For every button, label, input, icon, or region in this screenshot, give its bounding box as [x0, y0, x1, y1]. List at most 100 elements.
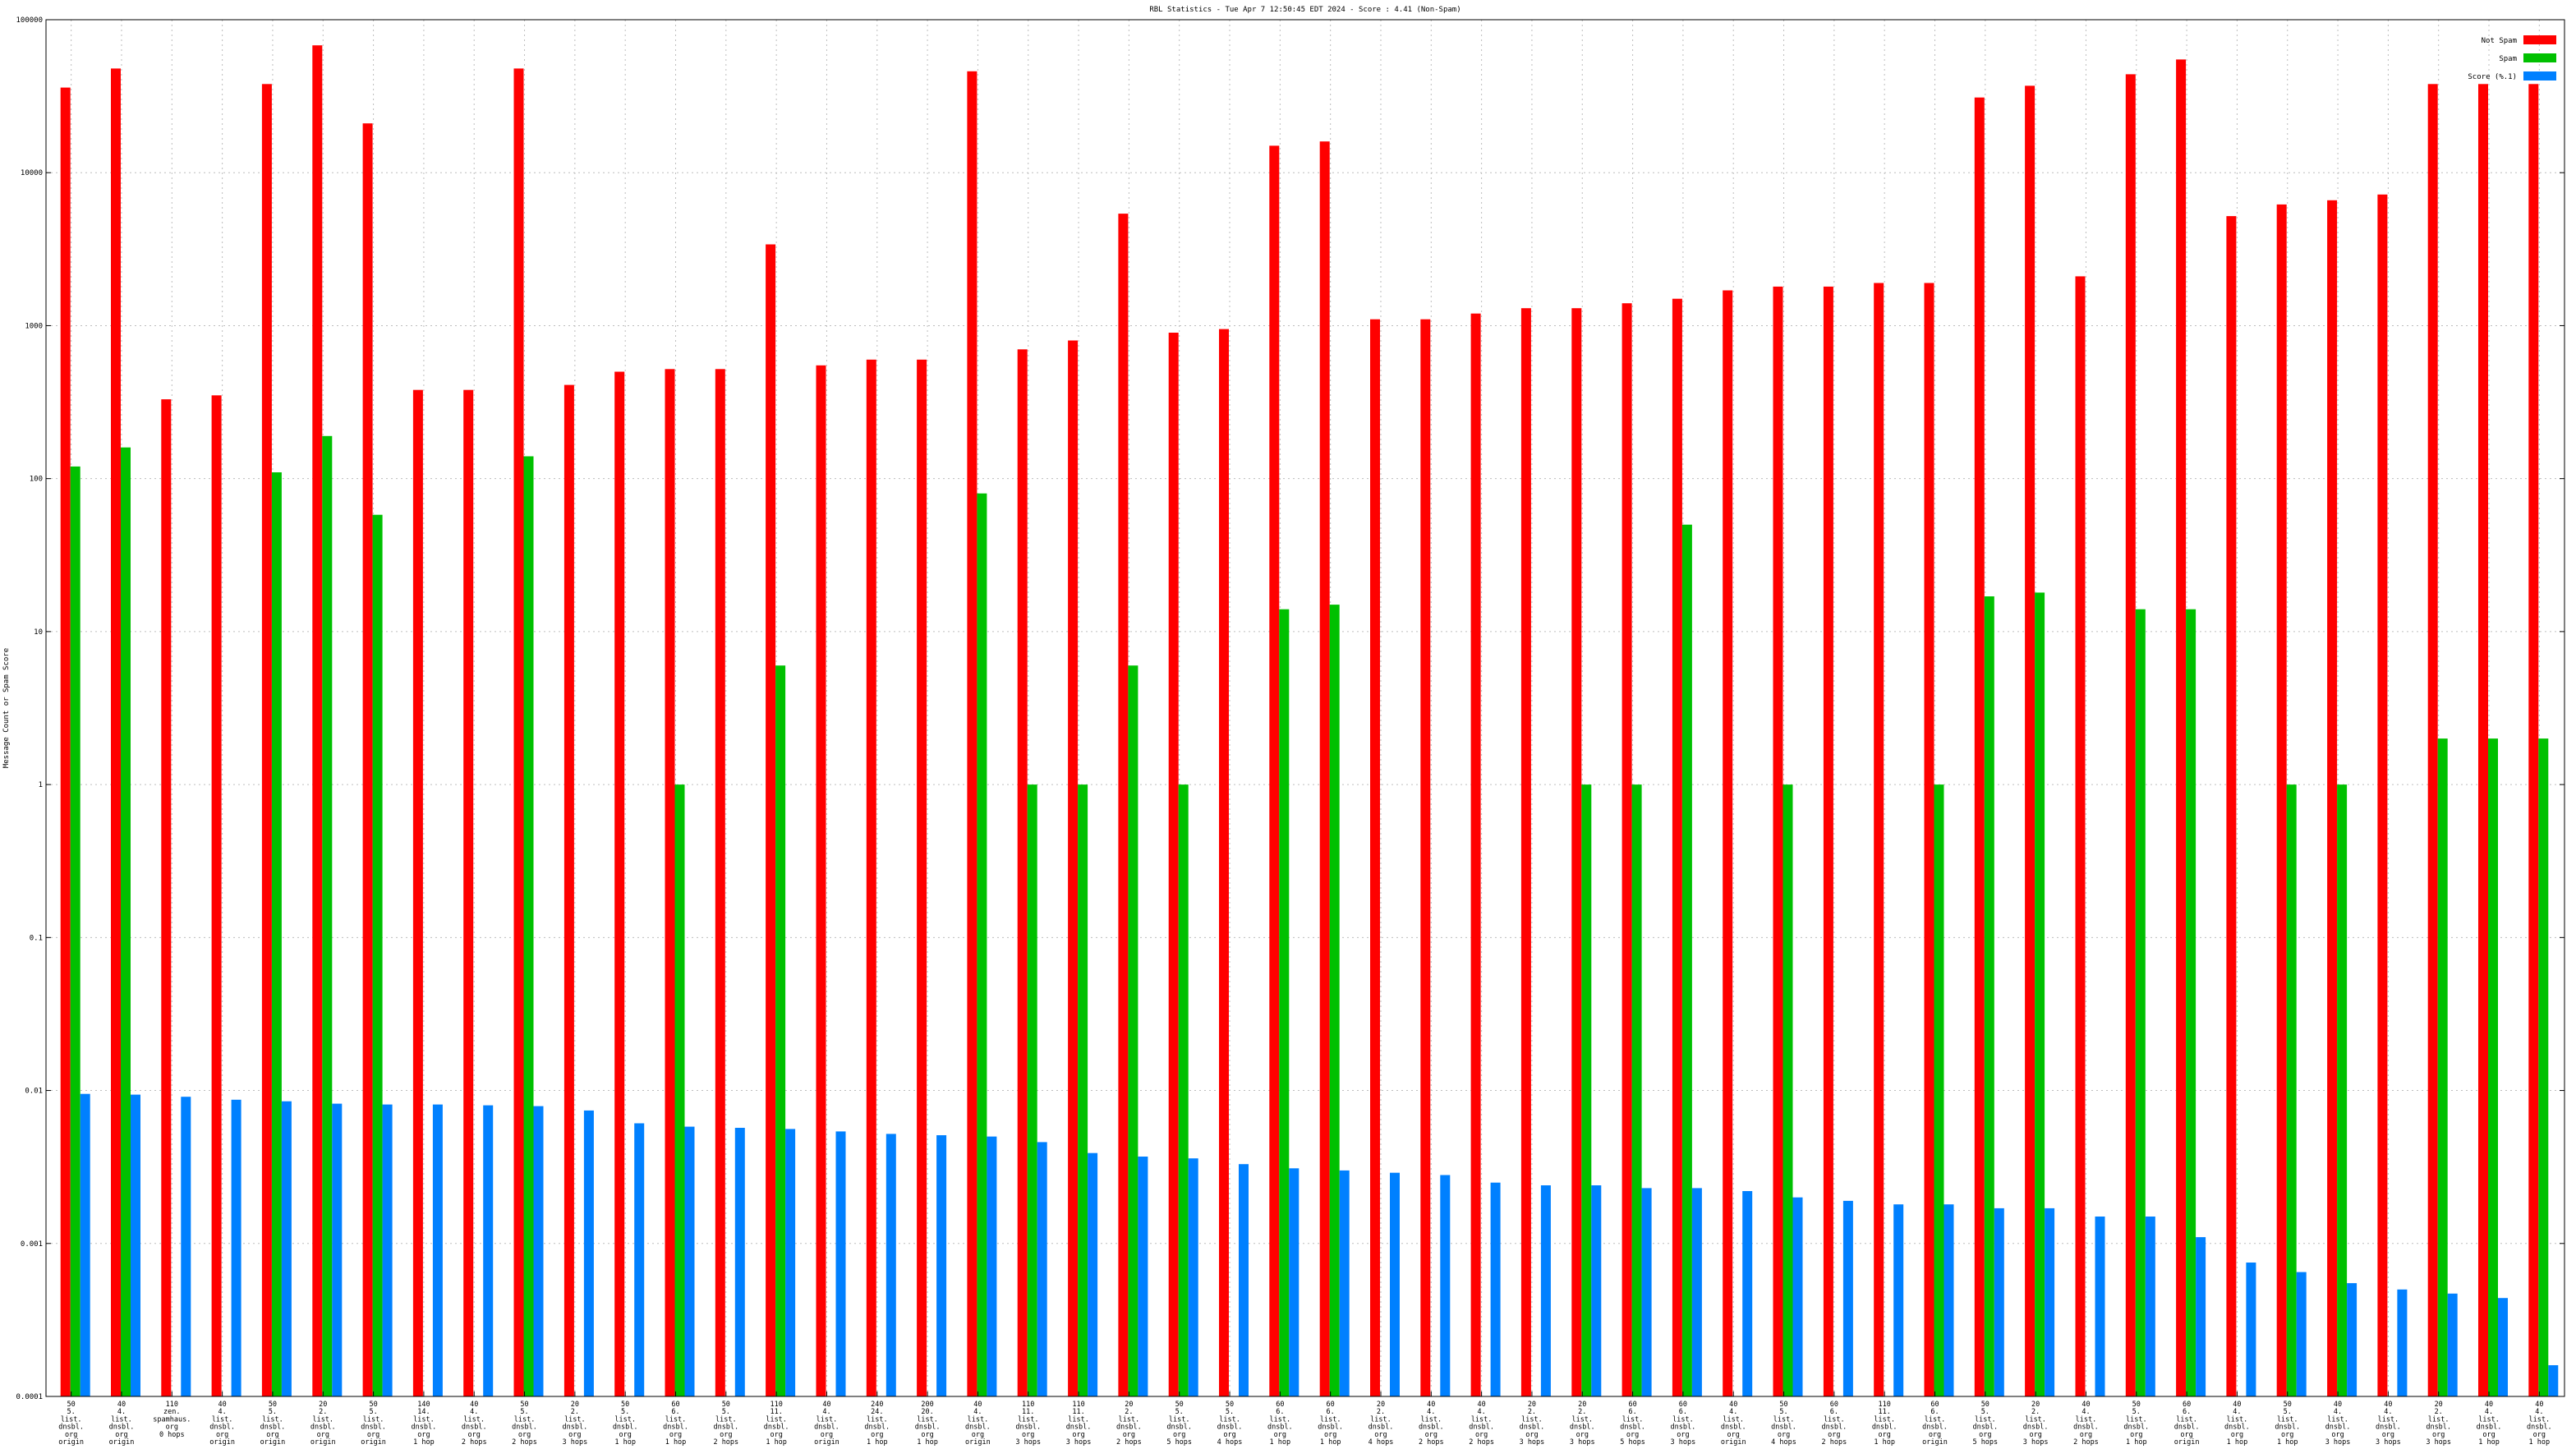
x-tick-label: zen. — [163, 1408, 180, 1416]
x-tick-label: dnsbl. — [1822, 1424, 1847, 1432]
x-tick-label: dnsbl. — [2477, 1424, 2502, 1432]
x-tick-label: dnsbl. — [58, 1424, 84, 1432]
x-tick-label: 3 hops — [2376, 1438, 2401, 1447]
bar-score-1 — [2045, 1208, 2055, 1396]
bar-spam — [322, 435, 333, 1396]
x-tick-label: 5. — [369, 1408, 377, 1416]
x-tick-label: org — [2432, 1431, 2445, 1439]
x-tick-label: 3 hops — [2426, 1438, 2451, 1447]
bar-spam — [2135, 609, 2146, 1396]
x-tick-label: org — [1223, 1431, 1235, 1439]
bar-score-1 — [1037, 1142, 1047, 1396]
x-tick-label: dnsbl. — [1972, 1424, 1998, 1432]
x-tick-label: 3 hops — [2325, 1438, 2351, 1447]
x-tick-label: 6. — [1628, 1408, 1636, 1416]
x-tick-label: dnsbl. — [1368, 1424, 1394, 1432]
x-tick-label: org — [568, 1431, 581, 1439]
bar-not-spam — [2075, 276, 2086, 1396]
x-tick-label: 1 hop — [867, 1438, 888, 1447]
x-tick-label: 5 hops — [1620, 1438, 1645, 1447]
x-tick-label: 4. — [1477, 1408, 1485, 1416]
x-tick-label: 4. — [973, 1408, 982, 1416]
x-tick-label: org — [115, 1431, 127, 1439]
x-tick-label: 2. — [1377, 1408, 1385, 1416]
y-tick-label: 1000 — [25, 322, 43, 330]
x-tick-label: 6. — [2183, 1408, 2191, 1416]
bar-not-spam — [1319, 141, 1330, 1397]
y-tick-label: 100 — [30, 476, 43, 484]
x-tick-label: list. — [2529, 1415, 2551, 1424]
bar-not-spam — [2276, 204, 2287, 1396]
bar-not-spam — [1017, 349, 1028, 1396]
x-tick-label: org — [2382, 1431, 2394, 1439]
x-tick-label: 140 — [417, 1401, 430, 1409]
plot-frame — [45, 19, 2565, 1397]
bar-spam — [121, 447, 131, 1397]
bar-score-1 — [1842, 1200, 1853, 1396]
bar-score-1 — [1742, 1191, 1753, 1396]
bar-not-spam — [665, 369, 675, 1396]
x-tick-label: org — [921, 1431, 933, 1439]
x-tick-label: list. — [1471, 1415, 1493, 1424]
x-tick-label: list. — [1672, 1415, 1694, 1424]
x-tick-label: 50 — [722, 1401, 730, 1409]
bar-score-1 — [2498, 1298, 2508, 1396]
bar-score-1 — [1994, 1208, 2004, 1396]
x-tick-label: 2. — [2435, 1408, 2443, 1416]
x-tick-label: 50 — [1226, 1401, 1234, 1409]
x-tick-label: list. — [1521, 1415, 1543, 1424]
x-tick-label: 50 — [269, 1401, 277, 1409]
x-tick-label: 1 hop — [665, 1438, 687, 1447]
bar-score-1 — [231, 1099, 242, 1396]
x-tick-label: 1 hop — [2126, 1438, 2147, 1447]
x-tick-label: 5. — [1981, 1408, 1990, 1416]
x-tick-label: 50 — [1779, 1401, 1787, 1409]
x-tick-label: list. — [917, 1415, 938, 1424]
x-tick-label: 11. — [770, 1408, 782, 1416]
bar-spam — [2186, 609, 2196, 1396]
bar-score-1 — [1591, 1185, 1602, 1396]
bar-not-spam — [2478, 84, 2488, 1396]
x-tick-label: org — [2331, 1431, 2344, 1439]
x-tick-label: origin — [1721, 1438, 1746, 1447]
x-tick-label: 3 hops — [563, 1438, 588, 1447]
bar-not-spam — [564, 384, 574, 1397]
x-tick-label: 5. — [2132, 1408, 2141, 1416]
x-axis: 505.list.dnsbl.orgorigin404.list.dnsbl.o… — [58, 1392, 2552, 1447]
x-tick-label: dnsbl. — [864, 1424, 890, 1432]
x-tick-label: 2 hops — [1822, 1438, 1847, 1447]
bar-score-1 — [1138, 1157, 1148, 1396]
x-tick-label: 1 hop — [2227, 1438, 2248, 1447]
bar-not-spam — [1672, 298, 1682, 1397]
x-tick-label: list. — [1874, 1415, 1895, 1424]
x-tick-label: list. — [766, 1415, 787, 1424]
x-tick-label: 2 hops — [2073, 1438, 2099, 1447]
x-tick-label: dnsbl. — [2224, 1424, 2250, 1432]
x-tick-label: list. — [1068, 1415, 1089, 1424]
bar-score-1 — [2397, 1289, 2408, 1396]
x-tick-label: dnsbl. — [209, 1424, 235, 1432]
bar-spam — [70, 466, 80, 1396]
x-tick-label: org — [65, 1431, 77, 1439]
x-tick-label: list. — [262, 1415, 283, 1424]
x-tick-label: list. — [212, 1415, 233, 1424]
x-tick-label: 6. — [1930, 1408, 1939, 1416]
bar-spam — [1078, 784, 1088, 1396]
x-tick-label: 2 hops — [1469, 1438, 1494, 1447]
x-tick-label: 5 hops — [1972, 1438, 1998, 1447]
x-tick-label: dnsbl. — [1217, 1424, 1243, 1432]
bar-spam — [977, 493, 987, 1397]
x-tick-label: 20 — [1578, 1401, 1586, 1409]
x-tick-label: dnsbl. — [915, 1424, 941, 1432]
x-tick-label: 40 — [2082, 1401, 2090, 1409]
bar-spam — [1128, 665, 1138, 1396]
x-tick-label: 240 — [871, 1401, 883, 1409]
bar-not-spam — [2125, 74, 2136, 1396]
x-tick-label: org — [317, 1431, 329, 1439]
bar-not-spam — [917, 359, 927, 1396]
x-tick-label: org — [2130, 1431, 2142, 1439]
x-tick-label: 40 — [2535, 1401, 2543, 1409]
bar-spam — [523, 456, 534, 1396]
x-tick-label: 1 hop — [2529, 1438, 2551, 1447]
bar-spam — [271, 472, 282, 1396]
